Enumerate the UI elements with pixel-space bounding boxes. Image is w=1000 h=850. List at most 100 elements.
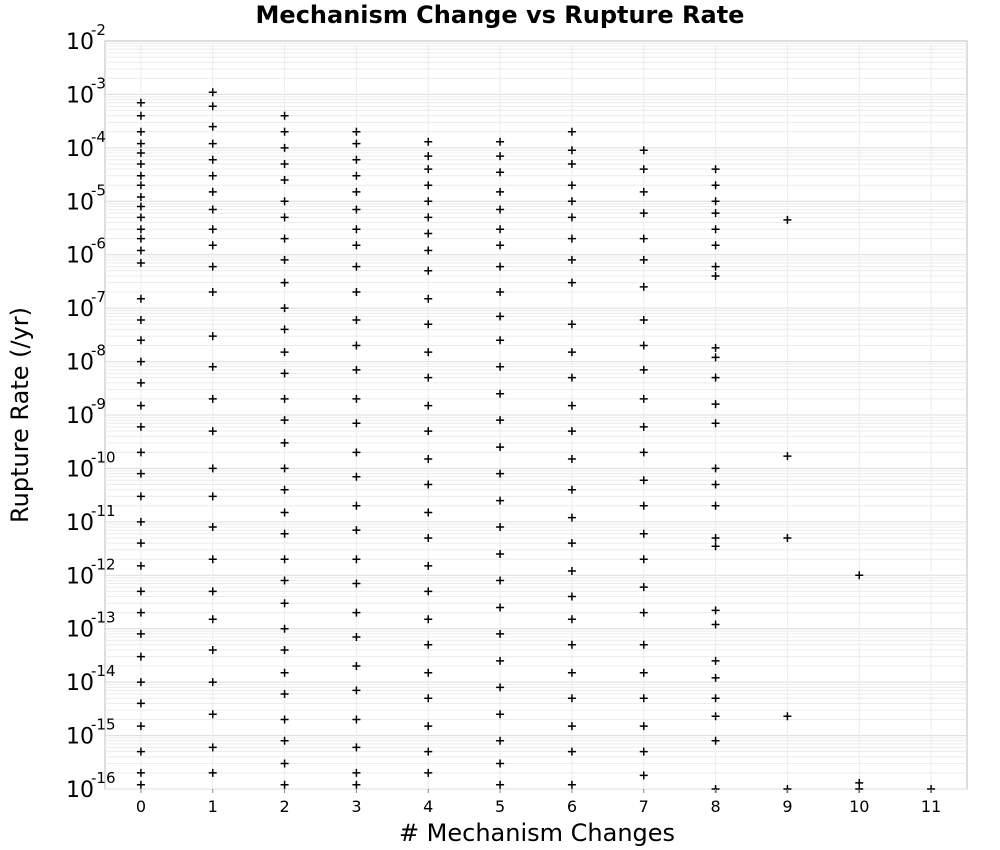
data-point — [424, 561, 433, 570]
x-tick-labels: 0 1 2 3 4 5 6 7 8 9 10 11 — [136, 789, 941, 816]
grid — [105, 41, 967, 790]
data-point — [208, 362, 217, 371]
y-tick-exponent: -6 — [91, 235, 106, 253]
data-point — [136, 401, 145, 410]
data-point — [280, 736, 289, 745]
x-tick-label: 5 — [495, 797, 505, 816]
data-point — [136, 246, 145, 255]
data-point — [424, 533, 433, 542]
data-point — [352, 394, 361, 403]
data-point — [208, 187, 217, 196]
data-point — [352, 743, 361, 752]
data-point — [639, 529, 648, 538]
data-point — [711, 209, 720, 218]
y-tick-exponent: -12 — [91, 555, 116, 573]
data-point — [208, 155, 217, 164]
data-point — [639, 694, 648, 703]
data-point — [424, 197, 433, 206]
data-point — [136, 747, 145, 756]
data-point — [136, 357, 145, 366]
data-point — [567, 513, 576, 522]
data-point — [208, 645, 217, 654]
data-point — [280, 255, 289, 264]
x-tick-label: 3 — [351, 797, 361, 816]
data-point — [711, 343, 720, 352]
data-point — [567, 197, 576, 206]
data-point — [424, 229, 433, 238]
data-point — [136, 294, 145, 303]
data-point — [136, 139, 145, 148]
y-axis-label: Rupture Rate (/yr) — [6, 307, 34, 523]
y-tick-label: 10-16 — [66, 769, 116, 803]
data-point — [567, 747, 576, 756]
data-point — [280, 485, 289, 494]
data-point — [280, 143, 289, 152]
data-point — [280, 197, 289, 206]
y-tick-base: 10 — [66, 351, 94, 376]
y-tick-base: 10 — [66, 618, 94, 643]
data-point — [496, 629, 505, 638]
data-point — [136, 768, 145, 777]
data-point — [711, 673, 720, 682]
data-point — [567, 455, 576, 464]
data-point — [352, 262, 361, 271]
data-point — [567, 348, 576, 357]
data-point — [424, 152, 433, 161]
y-tick-base: 10 — [66, 244, 94, 269]
data-point — [567, 127, 576, 136]
data-point — [496, 241, 505, 250]
data-point — [855, 571, 864, 580]
data-point — [280, 599, 289, 608]
data-point — [639, 282, 648, 291]
data-point — [639, 501, 648, 510]
data-point — [352, 155, 361, 164]
data-point — [136, 234, 145, 243]
data-point — [496, 262, 505, 271]
data-point — [639, 747, 648, 756]
y-tick-base: 10 — [66, 778, 94, 803]
data-point — [352, 365, 361, 374]
data-point — [136, 652, 145, 661]
data-point — [208, 523, 217, 532]
data-point — [424, 640, 433, 649]
data-point — [567, 592, 576, 601]
data-point — [280, 464, 289, 473]
data-point — [567, 159, 576, 168]
data-point — [352, 419, 361, 428]
data-point — [711, 620, 720, 629]
data-point — [352, 662, 361, 671]
data-point — [352, 686, 361, 695]
x-axis-label: # Mechanism Changes — [399, 819, 675, 847]
data-point — [136, 181, 145, 190]
y-tick-label: 10-12 — [66, 555, 116, 589]
y-tick-base: 10 — [66, 671, 94, 696]
data-point — [352, 555, 361, 564]
y-tick-exponent: -16 — [91, 769, 116, 787]
data-point — [208, 171, 217, 180]
data-point — [567, 640, 576, 649]
data-point — [352, 225, 361, 234]
data-point — [208, 427, 217, 436]
data-point — [496, 496, 505, 505]
data-point — [352, 171, 361, 180]
data-point — [208, 464, 217, 473]
data-point — [136, 629, 145, 638]
data-point — [496, 362, 505, 371]
data-point — [496, 576, 505, 585]
data-point — [711, 419, 720, 428]
data-point — [352, 139, 361, 148]
data-point — [352, 448, 361, 457]
data-point — [280, 689, 289, 698]
data-point — [136, 225, 145, 234]
data-point — [280, 348, 289, 357]
data-point — [136, 722, 145, 731]
data-point — [136, 469, 145, 478]
data-point — [711, 736, 720, 745]
y-tick-label: 10-4 — [66, 128, 106, 162]
data-point — [208, 139, 217, 148]
data-point — [136, 315, 145, 324]
data-point — [352, 288, 361, 297]
data-point — [424, 213, 433, 222]
data-point — [280, 645, 289, 654]
